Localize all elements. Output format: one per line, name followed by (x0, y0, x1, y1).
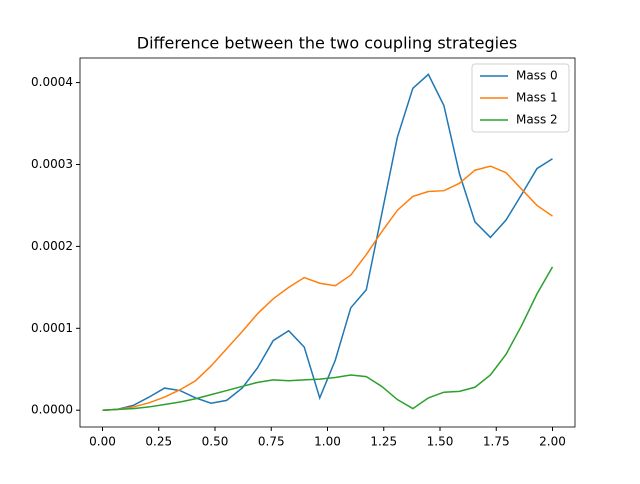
x-tick-label: 0.00 (89, 435, 116, 449)
x-tick-label: 2.00 (539, 435, 566, 449)
y-tick-label: 0.0000 (31, 403, 73, 417)
legend-label: Mass 1 (516, 91, 558, 105)
y-tick-label: 0.0002 (31, 239, 73, 253)
y-tick-label: 0.0003 (31, 157, 73, 171)
x-tick-label: 0.75 (258, 435, 285, 449)
y-tick-label: 0.0004 (31, 75, 73, 89)
legend-label: Mass 0 (516, 69, 558, 83)
legend-label: Mass 2 (516, 113, 558, 127)
series-line (102, 266, 554, 411)
x-tick-label: 0.50 (202, 435, 229, 449)
x-tick-label: 0.25 (145, 435, 172, 449)
x-tick-label: 1.25 (370, 435, 397, 449)
y-tick-label: 0.0001 (31, 321, 73, 335)
x-tick-label: 1.75 (483, 435, 510, 449)
x-tick-label: 1.00 (314, 435, 341, 449)
legend-box (471, 63, 570, 133)
series-line (102, 165, 553, 411)
axes-frame (79, 57, 576, 428)
x-tick-label: 1.50 (427, 435, 454, 449)
chart-title: Difference between the two coupling stra… (137, 34, 517, 53)
